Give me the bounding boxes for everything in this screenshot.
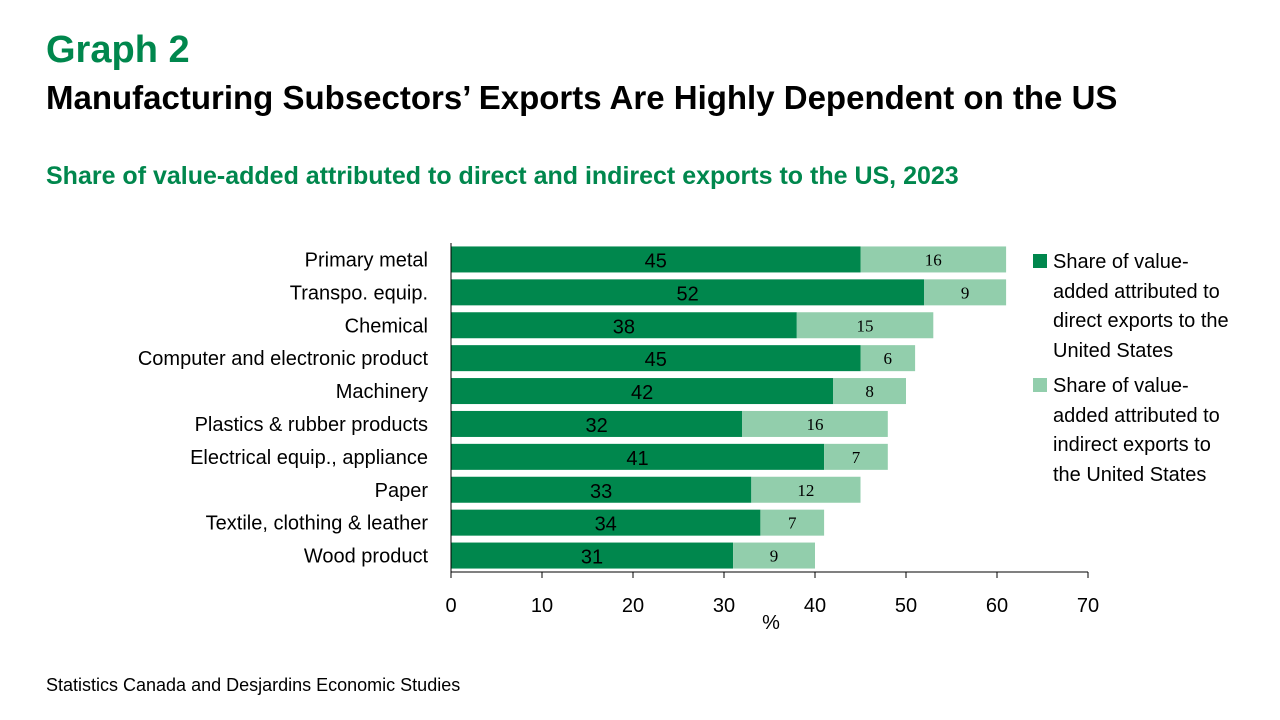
category-label-computer-and-electronic-product: Computer and electronic product [138,348,429,370]
bar-indirect-computer-and-electronic-product [860,345,916,372]
data-label-direct-transpo-equip: 52 [676,283,698,305]
data-label-direct-plastics-rubber-products: 32 [585,415,607,437]
data-label-indirect-electrical-equip-appliance: 7 [852,448,861,467]
legend-swatch-direct [1033,254,1047,268]
category-label-transpo-equip: Transpo. equip. [290,282,428,304]
chart-subtitle: Share of value-added attributed to direc… [46,162,959,190]
bar-direct-computer-and-electronic-product [451,345,861,372]
x-tick-label-60: 60 [986,595,1008,617]
legend-label-direct: Share of value-added attributed to direc… [1053,251,1229,362]
data-label-indirect-primary-metal: 16 [925,250,942,269]
bar-indirect-plastics-rubber-products [742,410,888,437]
category-label-electrical-equip-appliance: Electrical equip., appliance [190,447,428,469]
bar-indirect-wood-product [733,542,815,569]
x-tick-label-0: 0 [445,595,456,617]
category-label-plastics-rubber-products: Plastics & rubber products [195,414,428,436]
category-label-primary-metal: Primary metal [305,249,428,271]
bar-indirect-electrical-equip-appliance [824,443,888,470]
bar-indirect-machinery [833,378,906,405]
bar-indirect-chemical [796,312,934,339]
data-label-direct-electrical-equip-appliance: 41 [626,448,648,470]
source-note: Statistics Canada and Desjardins Economi… [46,675,461,695]
bar-indirect-primary-metal [860,246,1007,273]
bar-direct-machinery [451,378,834,405]
x-tick-label-10: 10 [531,595,553,617]
legend-item-indirect: Share of value-added attributed to indir… [1033,372,1263,490]
data-label-direct-textile-clothing-leather: 34 [595,514,617,536]
data-label-indirect-computer-and-electronic-product: 6 [884,349,893,368]
bar-indirect-paper [751,476,861,503]
x-tick-label-50: 50 [895,595,917,617]
data-label-indirect-plastics-rubber-products: 16 [807,415,824,434]
bar-indirect-textile-clothing-leather [760,509,825,536]
category-label-textile-clothing-leather: Textile, clothing & leather [206,513,429,535]
data-label-direct-machinery: 42 [631,382,653,404]
bar-indirect-transpo-equip [924,279,1007,306]
bar-direct-plastics-rubber-products [451,410,743,437]
data-label-indirect-machinery: 8 [865,382,874,401]
bar-direct-chemical [451,312,797,339]
legend-swatch-indirect [1033,378,1047,392]
bar-direct-transpo-equip [451,279,925,306]
x-axis-label: % [762,612,780,634]
bar-direct-electrical-equip-appliance [451,443,825,470]
data-label-indirect-chemical: 15 [857,316,874,335]
data-label-indirect-wood-product: 9 [770,547,779,566]
legend-label-indirect: Share of value-added attributed to indir… [1053,375,1220,486]
category-label-paper: Paper [375,480,429,502]
data-label-direct-chemical: 38 [613,316,635,338]
bar-direct-wood-product [451,542,734,569]
graph-label: Graph 2 [46,29,190,71]
x-tick-label-70: 70 [1077,595,1099,617]
bar-direct-primary-metal [451,246,861,273]
category-label-machinery: Machinery [336,381,428,403]
data-label-direct-primary-metal: 45 [645,250,667,272]
chart-title: Manufacturing Subsectors’ Exports Are Hi… [46,79,1118,116]
data-label-indirect-textile-clothing-leather: 7 [788,514,797,533]
data-label-direct-computer-and-electronic-product: 45 [645,349,667,371]
category-label-chemical: Chemical [345,315,428,337]
legend-item-direct: Share of value-added attributed to direc… [1033,248,1263,366]
x-tick-label-30: 30 [713,595,735,617]
bar-direct-textile-clothing-leather [451,509,761,536]
bar-direct-paper [451,476,752,503]
category-label-wood-product: Wood product [304,546,429,568]
x-tick-label-40: 40 [804,595,826,617]
data-label-direct-wood-product: 31 [581,547,603,569]
x-tick-label-20: 20 [622,595,644,617]
data-label-indirect-paper: 12 [797,481,814,500]
chart-legend: Share of value-added attributed to direc… [1033,248,1263,496]
data-label-indirect-transpo-equip: 9 [961,283,970,302]
data-label-direct-paper: 33 [590,481,612,503]
